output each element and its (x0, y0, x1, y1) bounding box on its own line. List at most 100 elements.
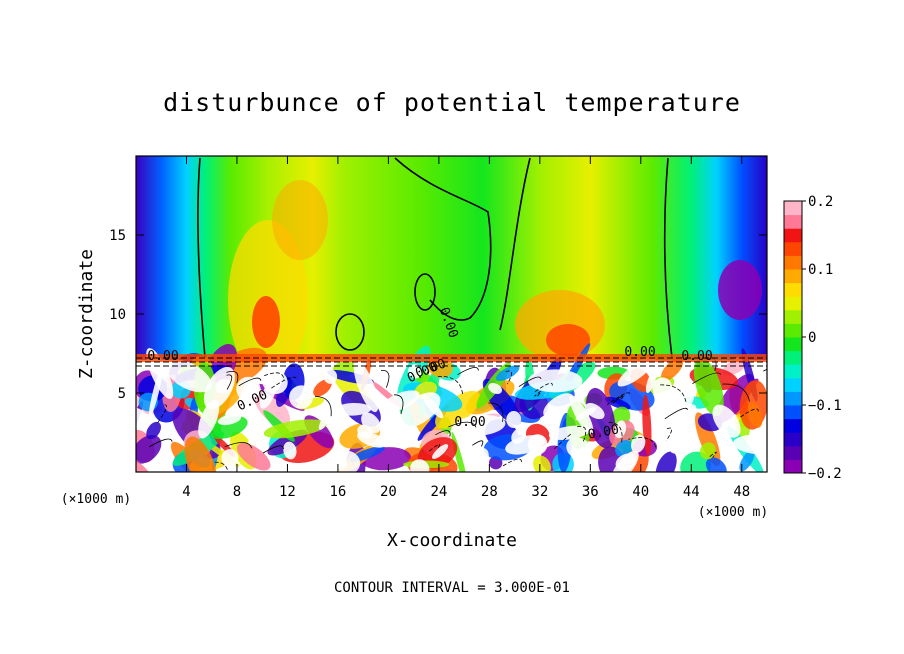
contour-line (264, 372, 285, 381)
colorbar-band (784, 201, 802, 216)
turbulent-patch (146, 421, 161, 440)
contour-line (692, 372, 722, 384)
colorbar-band (784, 364, 802, 379)
neutral-patch (548, 425, 591, 440)
contour-line (414, 273, 436, 311)
contour-line (269, 376, 297, 390)
contour-line (534, 390, 542, 397)
contour-line (666, 427, 673, 441)
contour-line (428, 443, 441, 452)
neutral-patch (458, 420, 474, 436)
y-tick-label: 15 (109, 228, 126, 244)
contour-line (499, 157, 531, 331)
turbulent-patch (495, 365, 520, 382)
contour-label: 0.00 (681, 349, 712, 364)
contour-line (435, 430, 451, 437)
neutral-patch (410, 459, 430, 472)
neutral-patch (236, 376, 261, 402)
neutral-patch (422, 394, 444, 419)
contour-line (488, 402, 504, 422)
neutral-patch (488, 382, 503, 395)
chart-title: disturbunce of potential temperature (163, 88, 741, 117)
turbulent-patch (747, 402, 763, 428)
colorbar-band (784, 296, 802, 311)
colorbar-band (784, 228, 802, 243)
neutral-patch (353, 360, 379, 413)
x-tick-label: 28 (481, 484, 498, 500)
colorbar-band (784, 269, 802, 284)
colorbar-band (784, 459, 802, 474)
neutral-patch (631, 434, 646, 453)
turbulent-patch (693, 357, 724, 416)
neutral-patch (289, 385, 314, 409)
turbulent-patch (263, 419, 327, 439)
neutral-patch (432, 444, 449, 460)
neutral-patch (669, 404, 695, 422)
contour-line (722, 383, 750, 402)
contour-line (136, 357, 767, 367)
contour-line (394, 157, 492, 321)
contour-line (472, 440, 484, 447)
contour-line (740, 408, 759, 418)
neutral-patch (676, 383, 695, 412)
turbulent-patch (615, 440, 633, 457)
neutral-patch (381, 390, 420, 412)
neutral-patch (733, 434, 767, 455)
neutral-patch (527, 369, 583, 393)
contour-line (394, 394, 404, 415)
neutral-patch (323, 369, 338, 384)
contour-line (505, 370, 512, 385)
neutral-patch (585, 403, 605, 420)
turbulent-patch (136, 453, 156, 472)
contour-line (709, 451, 717, 458)
neutral-patch (617, 356, 656, 387)
neutral-patch (165, 359, 212, 393)
x-tick-label: 48 (733, 484, 750, 500)
contour-label: 0.00 (587, 422, 620, 442)
turbulent-patch (184, 436, 217, 472)
neutral-patch (248, 416, 267, 434)
cold-blob (718, 260, 762, 320)
neutral-patch (511, 428, 526, 444)
colorbar-band (784, 214, 802, 229)
x-tick-label: 36 (582, 484, 599, 500)
colorbar-band (784, 309, 802, 324)
turbulent-patch (655, 451, 677, 472)
neutral-patch (361, 412, 381, 434)
contour-line (577, 425, 587, 442)
contour-line (457, 366, 479, 376)
x-axis-label: X-coordinate (387, 530, 517, 551)
contour-line (224, 442, 253, 449)
x-tick-label: 40 (632, 484, 649, 500)
colorbar-band (784, 405, 802, 420)
y-tick-label: 5 (118, 386, 126, 402)
colorbar-band (784, 255, 802, 270)
neutral-patch (198, 399, 220, 439)
neutral-patch (615, 453, 637, 471)
turbulent-patch (605, 396, 631, 410)
x-unit-right: (×1000 m) (698, 505, 768, 520)
contour-line (763, 369, 767, 372)
colorbar-tick-label: −0.2 (808, 466, 842, 482)
contour-line (501, 458, 522, 467)
turbulent-patch (313, 379, 332, 397)
contour-line (226, 374, 233, 390)
x-tick-label: 4 (182, 484, 190, 500)
contour-line (628, 437, 657, 448)
neutral-patch (215, 378, 233, 394)
contour-line (148, 438, 173, 448)
contour-label: 0.00 (624, 345, 655, 360)
x-axis: 4 8 12 16 20 24 28 32 36 40 44 48 (182, 156, 750, 500)
neutral-patch (645, 369, 657, 394)
neutral-patch (283, 441, 297, 460)
contour-line (448, 421, 477, 428)
contour-line (380, 370, 390, 388)
contour-line (214, 461, 229, 472)
colorbar-tick-label: 0.2 (808, 194, 833, 210)
x-tick-label: 44 (683, 484, 700, 500)
y-axis: 5 10 15 (109, 228, 767, 402)
contour-line (664, 157, 673, 359)
neutral-patch (136, 407, 151, 429)
turbulent-patch (739, 450, 755, 472)
contour-line (606, 392, 631, 406)
